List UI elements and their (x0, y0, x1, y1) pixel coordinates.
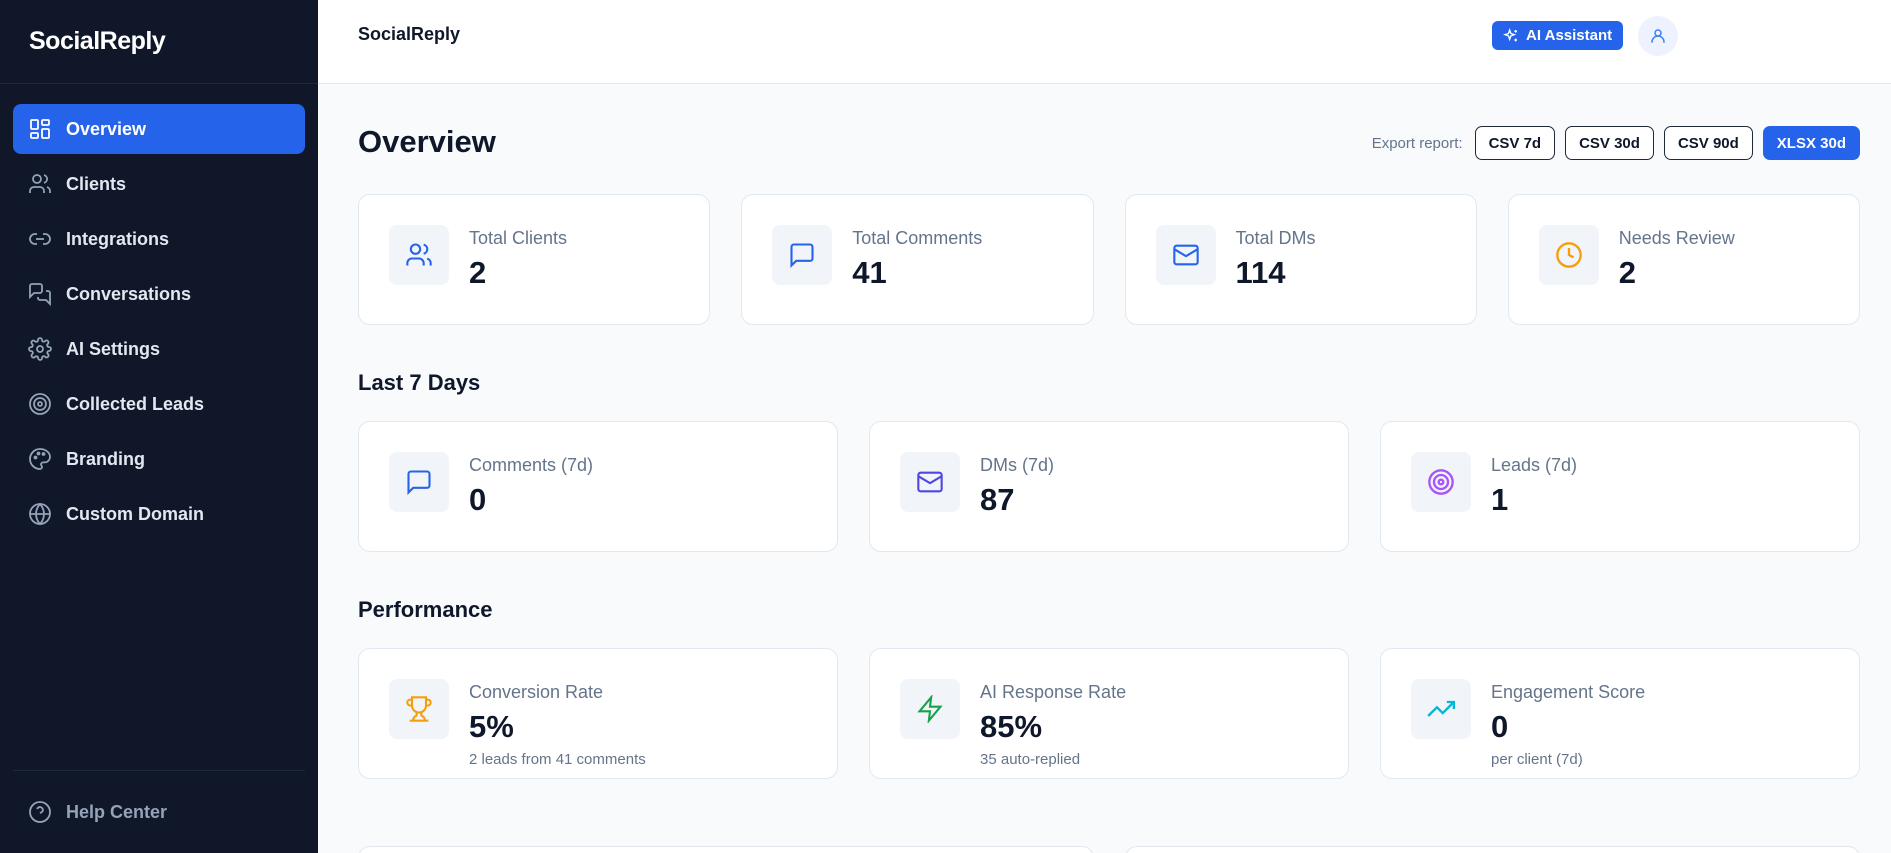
target-icon (1411, 452, 1471, 512)
stat-card-total-clients: Total Clients 2 (358, 194, 711, 325)
messages-icon (28, 282, 52, 306)
gear-icon (28, 337, 52, 361)
help-center-label: Help Center (66, 801, 168, 822)
section-title-last-7-days: Last 7 Days (358, 370, 481, 395)
users-icon (28, 172, 52, 196)
sidebar: SocialReply Overview Clients Integration… (0, 0, 318, 853)
topbar-title: SocialReply (358, 24, 461, 44)
stat-card-engagement-score: Engagement Score 0 per client (7d) (1380, 648, 1860, 779)
export-report: Export report: CSV 7d CSV 30d CSV 90d XL… (1372, 126, 1860, 160)
stat-label: Total Clients (469, 228, 568, 248)
message-icon (389, 452, 449, 512)
performance-row: Conversion Rate 5% 2 leads from 41 comme… (358, 648, 1860, 779)
stat-value: 114 (1235, 255, 1286, 290)
stat-value: 0 (1491, 709, 1509, 744)
sidebar-item-collected-leads[interactable]: Collected Leads (13, 379, 305, 429)
sidebar-footer: Help Center (13, 770, 305, 842)
help-circle-icon (28, 800, 52, 824)
sidebar-item-label: AI Settings (66, 338, 161, 359)
zap-icon (900, 679, 960, 739)
export-csv-7d-button[interactable]: CSV 7d (1474, 126, 1556, 160)
export-csv-30d-button[interactable]: CSV 30d (1565, 126, 1654, 160)
sidebar-item-label: Custom Domain (66, 503, 205, 524)
stat-subtext: per client (7d) (1491, 751, 1583, 768)
user-icon (1649, 27, 1667, 45)
stat-value: 1 (1491, 482, 1509, 517)
sidebar-item-label: Conversations (66, 283, 192, 304)
stat-card-dms-7d: DMs (7d) 87 (869, 421, 1349, 552)
stat-label: Comments (7d) (469, 455, 594, 475)
stat-subtext: 2 leads from 41 comments (469, 751, 646, 768)
sidebar-item-integrations[interactable]: Integrations (13, 214, 305, 264)
export-csv-90d-button[interactable]: CSV 90d (1663, 126, 1753, 160)
clock-icon (1538, 225, 1599, 285)
trending-up-icon (1411, 679, 1471, 739)
sidebar-item-conversations[interactable]: Conversations (13, 269, 305, 319)
stat-card-needs-review: Needs Review 2 (1507, 194, 1860, 325)
ai-assistant-button[interactable]: AI Assistant (1492, 21, 1624, 50)
grid-icon (28, 117, 52, 141)
trophy-icon (389, 679, 449, 739)
sidebar-item-branding[interactable]: Branding (13, 434, 305, 484)
totals-row: Total Clients 2 Total Comments 41 Total … (358, 194, 1860, 325)
stat-card-total-dms: Total DMs 114 (1124, 194, 1477, 325)
sidebar-item-label: Integrations (66, 228, 170, 249)
bottom-cards-row (358, 846, 1860, 853)
sidebar-item-clients[interactable]: Clients (13, 159, 305, 209)
help-center-link[interactable]: Help Center (13, 787, 305, 837)
stat-value: 41 (852, 255, 887, 290)
section-title-performance: Performance (358, 597, 493, 622)
page-title: Overview (358, 124, 496, 159)
stat-value: 2 (1618, 255, 1636, 290)
user-avatar-button[interactable] (1638, 16, 1678, 56)
stat-label: Leads (7d) (1491, 455, 1578, 475)
message-icon (772, 225, 833, 285)
stat-label: DMs (7d) (980, 455, 1055, 475)
mail-icon (900, 452, 960, 512)
stat-value: 5% (469, 709, 514, 744)
target-icon (28, 392, 52, 416)
stat-subtext: 35 auto-replied (980, 751, 1081, 768)
export-xlsx-30d-button[interactable]: XLSX 30d (1762, 126, 1860, 160)
stat-label: Conversion Rate (469, 682, 604, 702)
card-partial (1124, 846, 1860, 853)
sidebar-item-custom-domain[interactable]: Custom Domain (13, 489, 305, 539)
brand-logo[interactable]: SocialReply (0, 0, 318, 84)
stat-value: 2 (469, 255, 487, 290)
stat-label: Needs Review (1618, 228, 1735, 248)
sparkles-icon (1503, 27, 1519, 44)
sidebar-item-ai-settings[interactable]: AI Settings (13, 324, 305, 374)
ai-assistant-label: AI Assistant (1526, 27, 1613, 44)
sidebar-item-overview[interactable]: Overview (13, 104, 305, 154)
link-icon (28, 227, 52, 251)
globe-icon (28, 502, 52, 526)
stat-card-ai-response-rate: AI Response Rate 85% 35 auto-replied (869, 648, 1349, 779)
stat-card-conversion-rate: Conversion Rate 5% 2 leads from 41 comme… (358, 648, 838, 779)
users-icon (389, 225, 449, 285)
stat-value: 85% (980, 709, 1043, 744)
stat-label: Engagement Score (1491, 682, 1646, 702)
sidebar-item-label: Collected Leads (66, 393, 205, 414)
sidebar-nav: Overview Clients Integrations Conversati… (0, 84, 318, 539)
stat-card-comments-7d: Comments (7d) 0 (358, 421, 838, 552)
stat-label: Total DMs (1235, 228, 1316, 248)
sidebar-item-label: Clients (66, 173, 127, 194)
card-partial (358, 846, 1094, 853)
stat-label: Total Comments (852, 228, 983, 248)
sidebar-item-label: Overview (66, 118, 147, 139)
export-label: Export report: (1371, 134, 1463, 152)
stat-value: 0 (469, 482, 487, 517)
mail-icon (1155, 225, 1216, 285)
stat-card-total-comments: Total Comments 41 (741, 194, 1094, 325)
stat-label: AI Response Rate (980, 682, 1127, 702)
stat-card-leads-7d: Leads (7d) 1 (1380, 421, 1860, 552)
topbar: SocialReply AI Assistant (318, 0, 1891, 84)
last7-row: Comments (7d) 0 DMs (7d) 87 Leads (7d) 1 (358, 421, 1860, 552)
sidebar-item-label: Branding (66, 448, 145, 469)
stat-value: 87 (980, 482, 1015, 517)
palette-icon (28, 447, 52, 471)
